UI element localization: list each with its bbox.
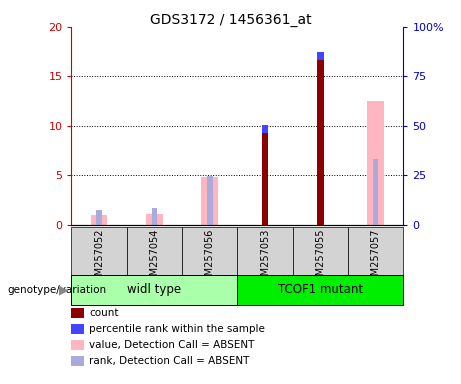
Bar: [262, 125, 268, 225]
Bar: [201, 177, 218, 225]
Text: GSM257052: GSM257052: [94, 229, 104, 288]
Bar: [146, 214, 163, 225]
Bar: [237, 227, 293, 275]
Bar: [262, 125, 268, 133]
Bar: [207, 176, 213, 225]
Text: count: count: [89, 308, 118, 318]
Bar: [348, 227, 403, 275]
Bar: [71, 227, 127, 275]
Bar: [367, 101, 384, 225]
Bar: [317, 51, 324, 225]
Text: ▶: ▶: [59, 283, 68, 296]
Bar: [71, 275, 237, 305]
Text: GSM257054: GSM257054: [149, 229, 160, 288]
Bar: [96, 210, 102, 225]
Text: genotype/variation: genotype/variation: [7, 285, 106, 295]
Bar: [152, 208, 157, 225]
Text: GSM257055: GSM257055: [315, 229, 325, 288]
Text: percentile rank within the sample: percentile rank within the sample: [89, 324, 265, 334]
Bar: [317, 51, 324, 60]
Text: GSM257056: GSM257056: [205, 229, 215, 288]
Bar: [127, 227, 182, 275]
Text: GDS3172 / 1456361_at: GDS3172 / 1456361_at: [150, 13, 311, 27]
Bar: [373, 159, 378, 225]
Text: rank, Detection Call = ABSENT: rank, Detection Call = ABSENT: [89, 356, 249, 366]
Text: value, Detection Call = ABSENT: value, Detection Call = ABSENT: [89, 340, 254, 350]
Text: widl type: widl type: [127, 283, 182, 296]
Bar: [91, 215, 107, 225]
Bar: [293, 227, 348, 275]
Text: TCOF1 mutant: TCOF1 mutant: [278, 283, 363, 296]
Text: GSM257053: GSM257053: [260, 229, 270, 288]
Text: GSM257057: GSM257057: [371, 229, 381, 288]
Bar: [182, 227, 237, 275]
Bar: [237, 275, 403, 305]
